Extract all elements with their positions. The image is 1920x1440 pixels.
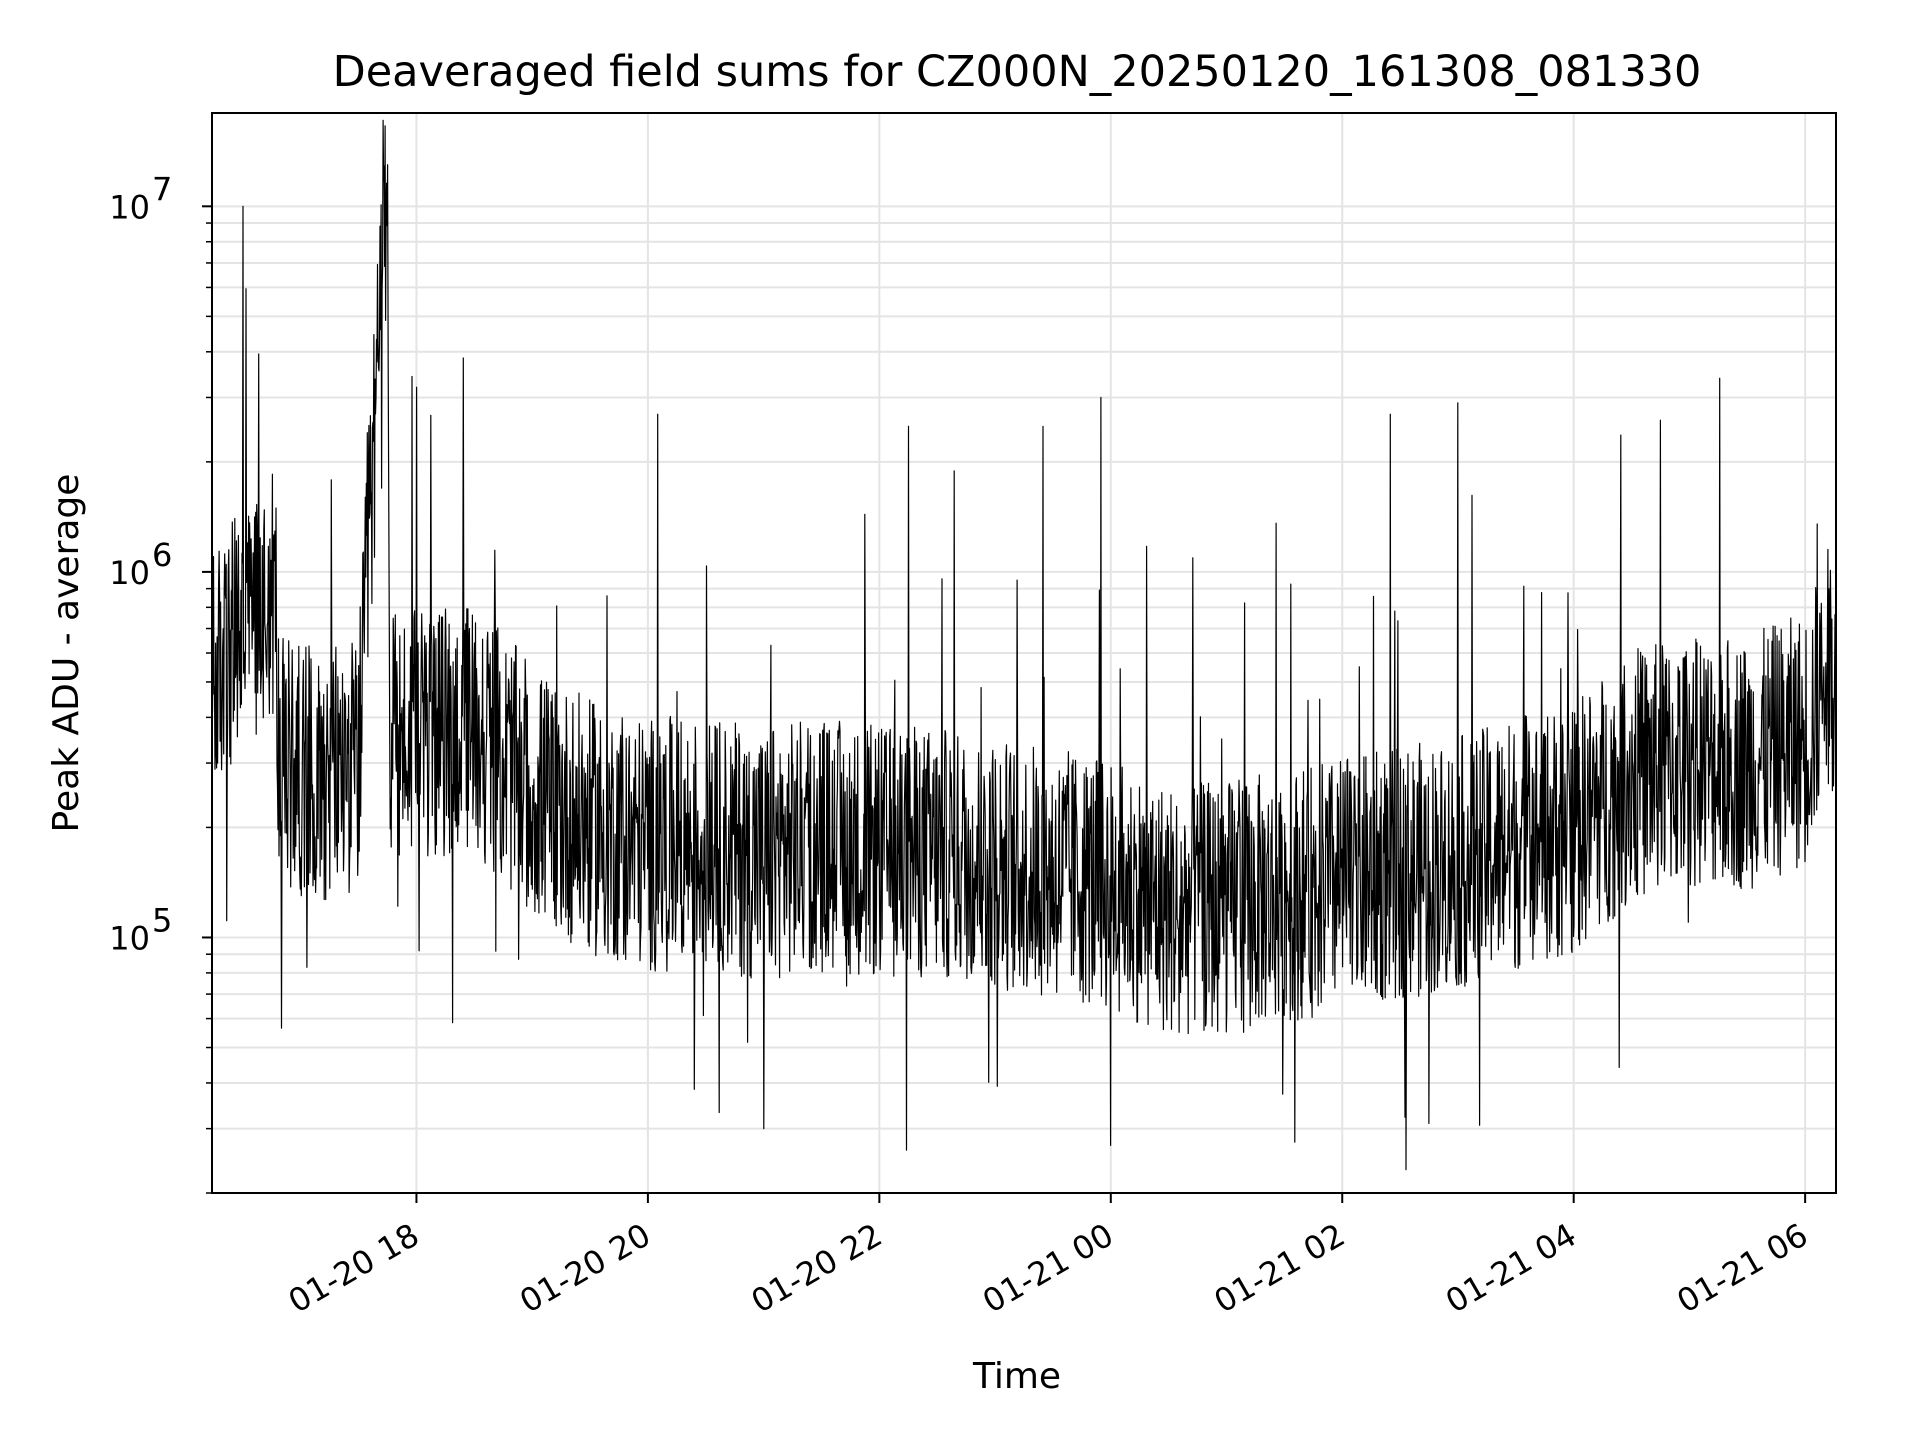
grid (212, 113, 1836, 1194)
y-tick-label-exponent: 6 (152, 536, 172, 574)
data-line-layer (211, 119, 1837, 1171)
y-tick-label: 10 (109, 554, 150, 592)
ticks (202, 205, 1807, 1203)
x-axis-label: Time (972, 1356, 1061, 1397)
y-tick-label-exponent: 5 (152, 901, 172, 939)
data-series-line (211, 119, 1837, 1171)
chart-title: Deaveraged field sums for CZ000N_2025012… (333, 47, 1702, 97)
y-tick-label-exponent: 7 (152, 170, 172, 208)
y-axis-label: Peak ADU - average (46, 474, 87, 833)
y-tick-label: 10 (109, 919, 150, 957)
y-tick-label: 10 (109, 188, 150, 226)
